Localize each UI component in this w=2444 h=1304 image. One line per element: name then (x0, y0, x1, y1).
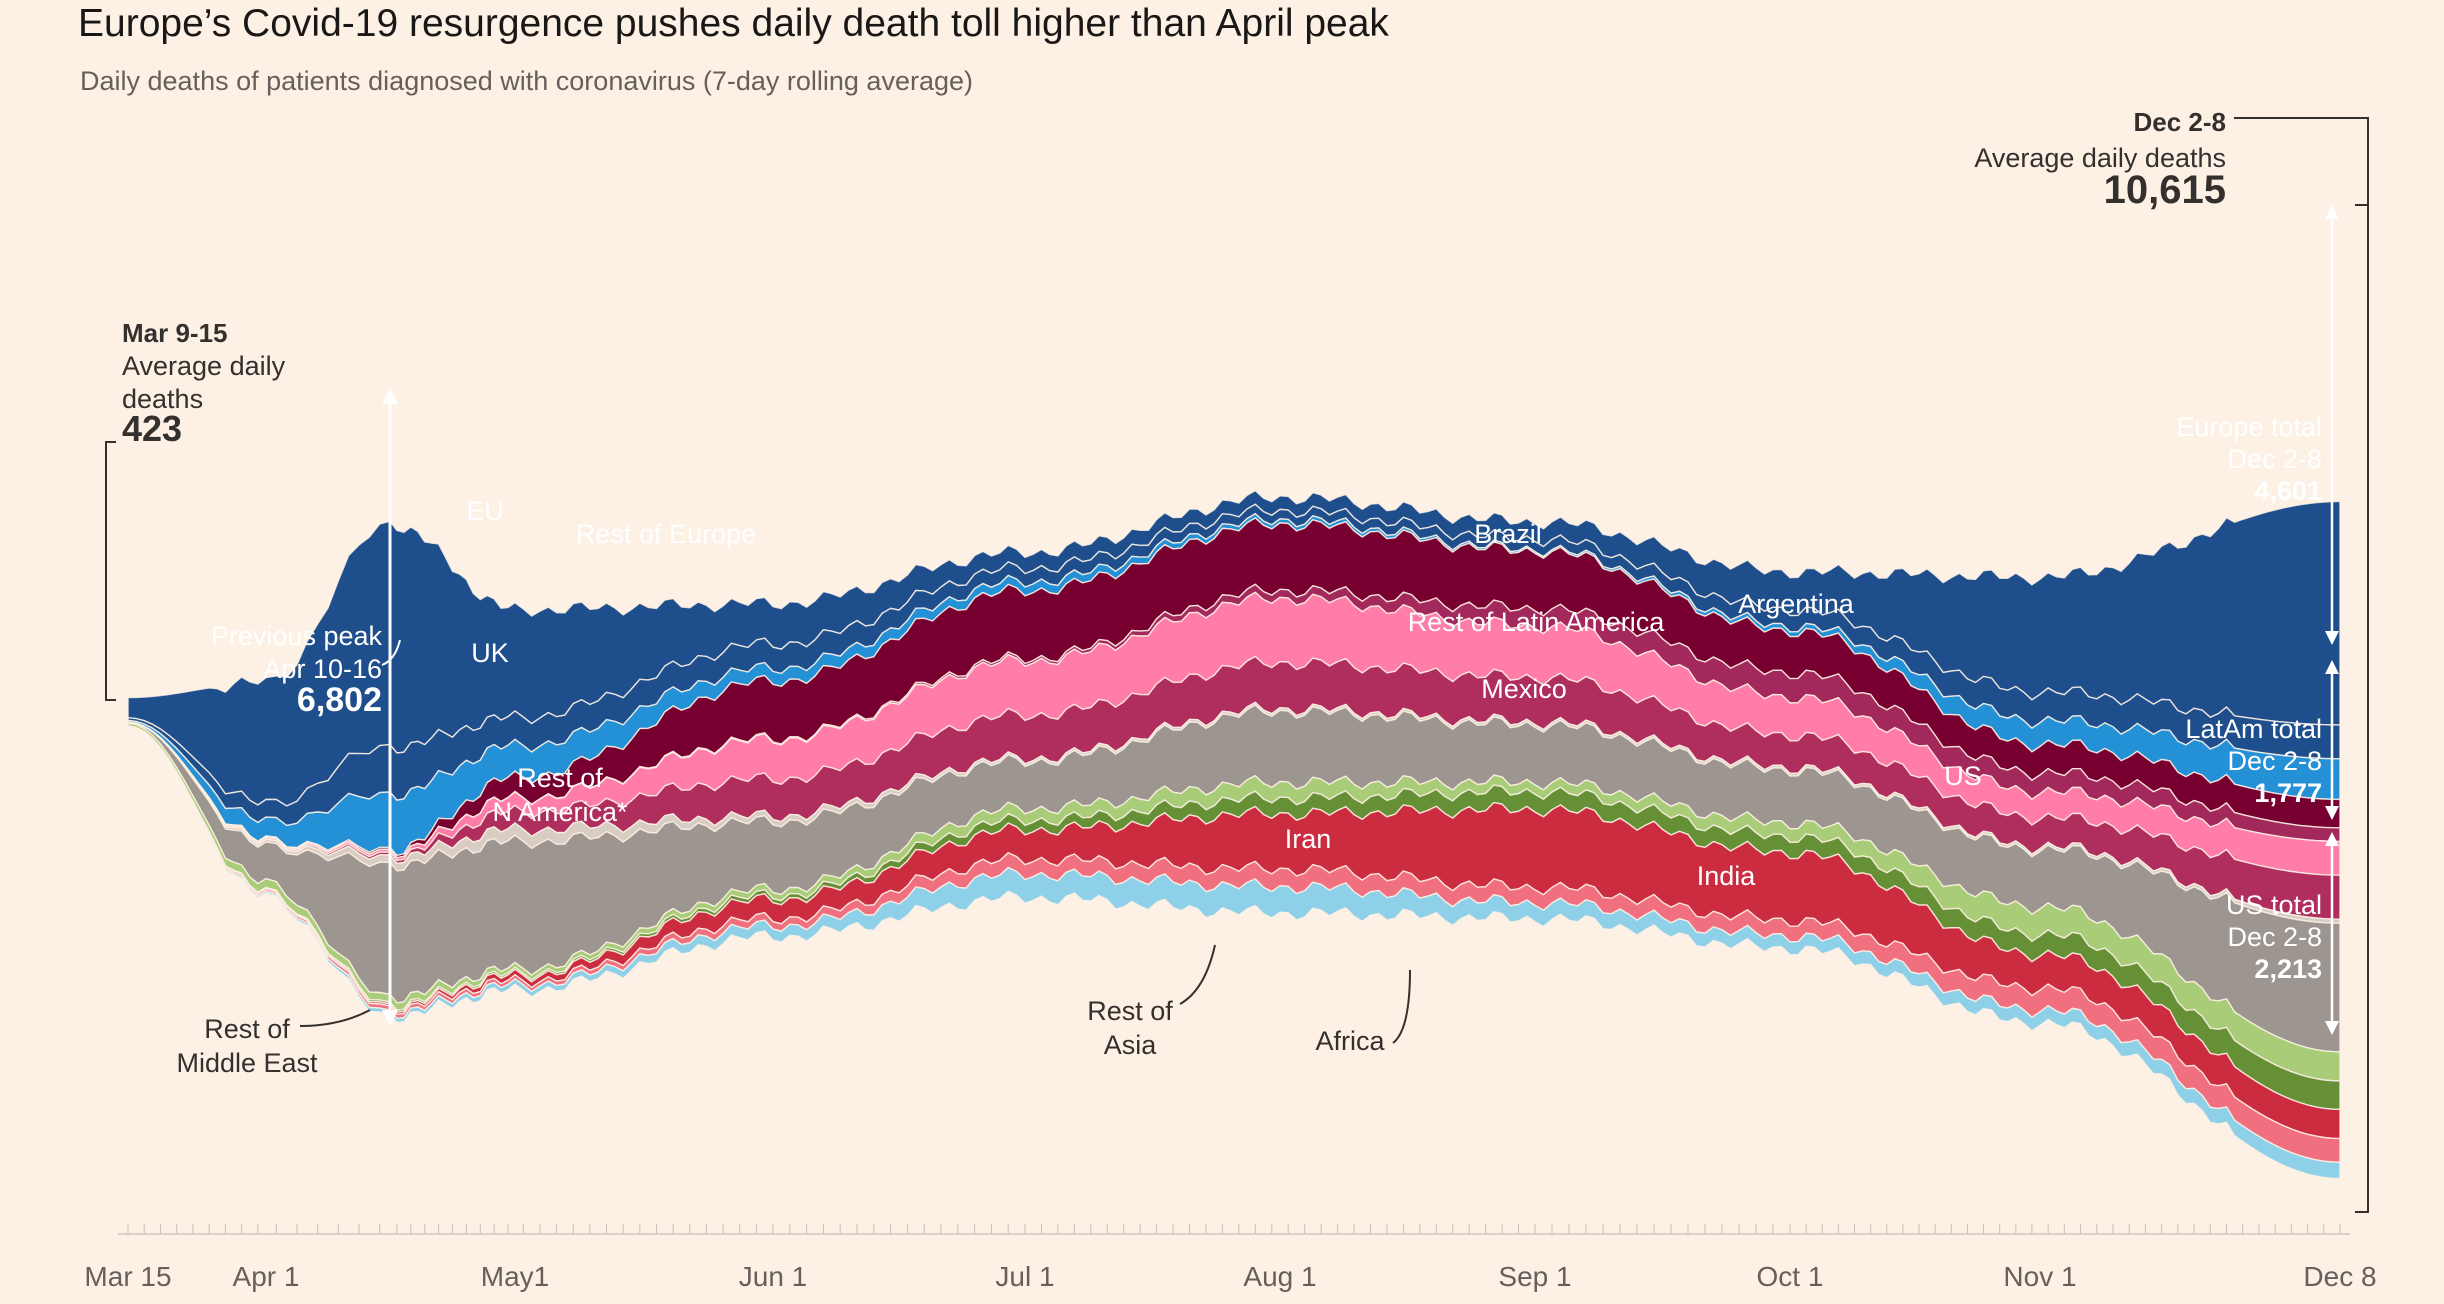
arrow-head (2325, 832, 2339, 846)
series-label-brazil: Brazil (1474, 519, 1542, 549)
bracket-left (105, 441, 116, 701)
x-tick-label: Apr 1 (233, 1261, 300, 1292)
arrow-head (2325, 806, 2339, 820)
series-label-iran: Iran (1285, 824, 1332, 854)
x-tick-label: Oct 1 (1757, 1261, 1824, 1292)
chart-title: Europe’s Covid-19 resurgence pushes dail… (78, 2, 1389, 45)
annotation-mar-start: Mar 9-15 Average daily deaths 423 (122, 318, 286, 449)
chart-subtitle: Daily deaths of patients diagnosed with … (80, 66, 973, 96)
arrow-head (382, 388, 398, 404)
series-label-rest-of-latin-america: Rest of Latin America (1408, 607, 1666, 637)
arrow-head (382, 1010, 398, 1026)
series-label-argentina: Argentina (1738, 589, 1855, 619)
x-tick-label: Jul 1 (995, 1261, 1054, 1292)
annotation-latam-total: LatAm total Dec 2-8 1,777 (2185, 714, 2322, 808)
arrow-head (2325, 205, 2339, 219)
x-tick-label: May1 (481, 1261, 549, 1292)
x-tick-label: Jun 1 (739, 1261, 808, 1292)
series-label-rest-of-n-america: Rest of N America* (492, 763, 628, 827)
series-label-rest-of-middle-east: Rest of Middle East (176, 1014, 318, 1078)
annotation-europe-total: Europe total Dec 2-8 4,601 (2176, 412, 2322, 506)
x-tick-label: Mar 15 (84, 1261, 171, 1292)
x-tick-label: Aug 1 (1243, 1261, 1316, 1292)
stream-layer-africa (127, 725, 2341, 1180)
series-label-rest-of-asia: Rest of Asia (1087, 996, 1173, 1060)
annotations: Mar 9-15 Average daily deaths 423 Previous p… (105, 107, 2369, 1213)
series-label-mexico: Mexico (1481, 674, 1567, 704)
peak-leader-line (381, 639, 401, 666)
annotation-us-total: US total Dec 2-8 2,213 (2226, 890, 2322, 984)
series-label-india: India (1697, 861, 1757, 891)
arrow-head (2325, 1021, 2339, 1035)
series-label-africa: Africa (1315, 1026, 1385, 1056)
stream-layers (127, 489, 2341, 1180)
series-labels: EU UK Rest of Europe Brazil Argentina Rest of… (176, 496, 1981, 1078)
series-label-eu: EU (466, 496, 504, 526)
series-label-rest-of-europe: Rest of Europe (576, 519, 756, 549)
x-tick-label: Nov 1 (2003, 1261, 2076, 1292)
bracket-right (2234, 117, 2369, 1213)
x-tick-label: Sep 1 (1498, 1261, 1571, 1292)
leader-line (299, 1009, 371, 1027)
annotation-previous-peak: Previous peak Apr 10-16 6,802 (211, 621, 383, 719)
series-label-uk: UK (471, 638, 509, 668)
x-axis: Mar 15 Apr 1 May1 Jun 1 Jul 1 Aug 1 Sep 1 Oct 1… (84, 1224, 2377, 1292)
arrow-head (2325, 660, 2339, 674)
annotation-dec-total: Dec 2-8 Average daily deaths 10,615 (1974, 107, 2226, 212)
leader-line (1179, 944, 1216, 1005)
x-tick-label: Dec 8 (2303, 1261, 2376, 1292)
series-label-us: US (1944, 761, 1982, 791)
leader-line (1392, 969, 1411, 1044)
arrow-head (2325, 631, 2339, 645)
